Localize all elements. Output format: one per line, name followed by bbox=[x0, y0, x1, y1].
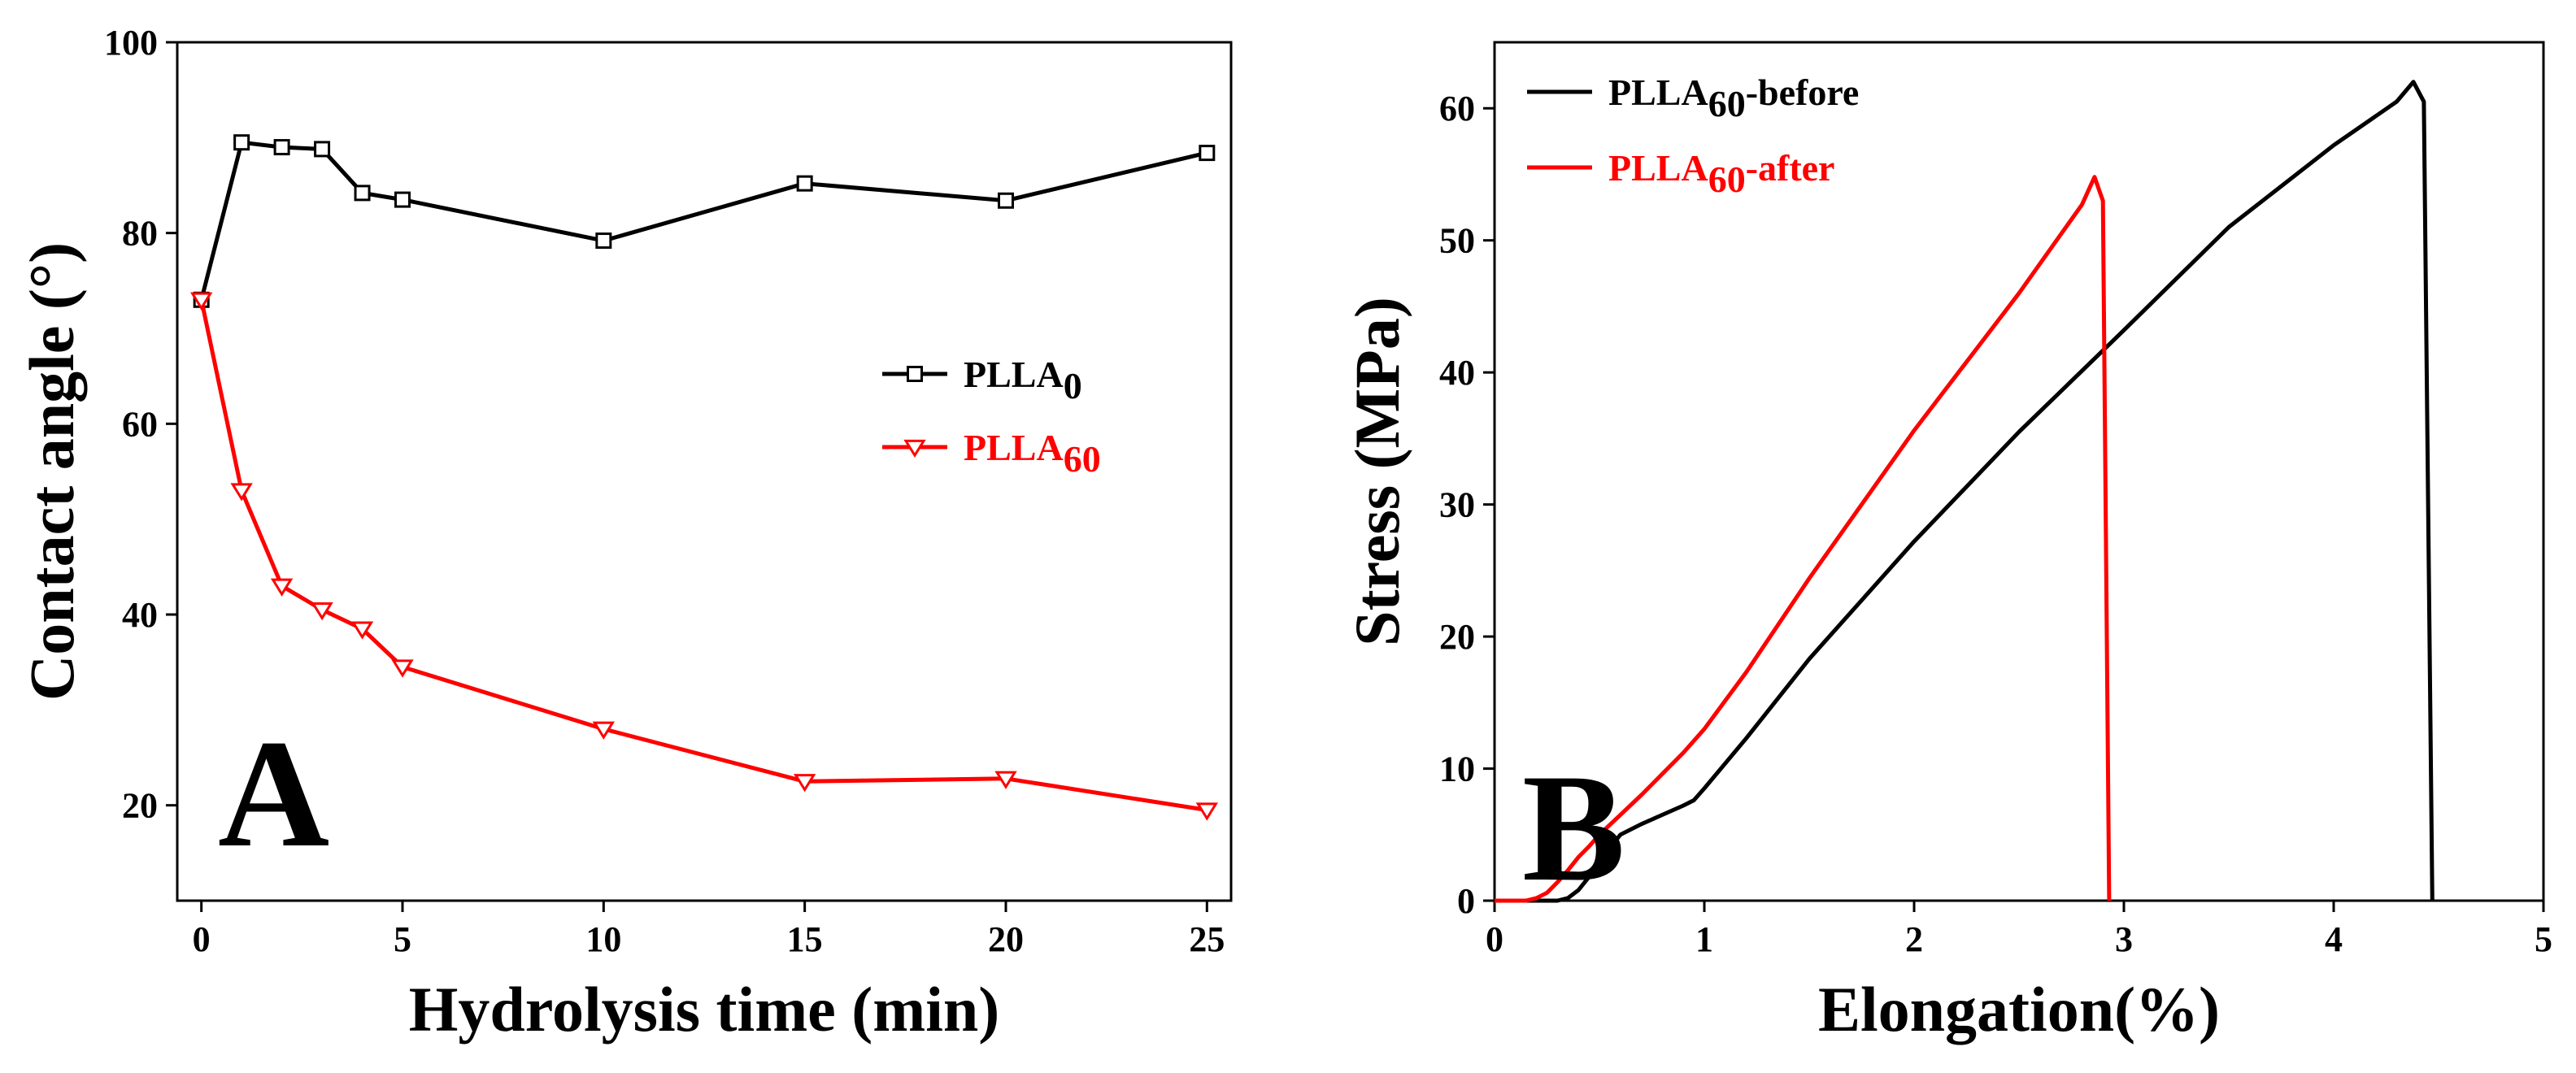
x-axis-title-A: Hydrolysis time (min) bbox=[409, 974, 1000, 1045]
series-point-A-0-5 bbox=[394, 191, 411, 208]
plot-frame-B bbox=[1493, 41, 2545, 902]
series-point-A-1-3 bbox=[311, 602, 333, 621]
y-tick-label-B-2: 20 bbox=[1439, 617, 1475, 657]
y-tick-label-B-1: 10 bbox=[1439, 749, 1475, 789]
y-axis-title-A: Contact angle (°) bbox=[16, 242, 87, 701]
x-axis-title-B: Elongation(%) bbox=[1818, 974, 2220, 1045]
series-point-A-0-4 bbox=[354, 185, 371, 202]
x-tick-label-A-3: 15 bbox=[787, 919, 823, 959]
y-tick-label-B-5: 50 bbox=[1439, 221, 1475, 261]
x-tick-label-A-1: 5 bbox=[394, 919, 411, 959]
series-point-A-1-7 bbox=[793, 774, 816, 793]
y-tick-label-A-4: 100 bbox=[104, 23, 158, 63]
legend-marker-A-0 bbox=[907, 366, 923, 382]
x-tick-label-A-0: 0 bbox=[193, 919, 211, 959]
series-point-A-0-8 bbox=[997, 192, 1014, 209]
series-point-A-0-2 bbox=[273, 139, 290, 156]
x-tick-label-B-2: 2 bbox=[1905, 919, 1923, 959]
legend-marker-A-1 bbox=[903, 439, 926, 458]
x-tick-label-A-4: 20 bbox=[988, 919, 1024, 959]
series-point-A-0-1 bbox=[233, 134, 250, 151]
x-tick-label-A-5: 25 bbox=[1189, 919, 1225, 959]
x-tick-label-B-5: 5 bbox=[2535, 919, 2552, 959]
series-line-B-1 bbox=[1495, 175, 2112, 903]
series-point-A-0-6 bbox=[595, 232, 612, 250]
series-point-A-1-8 bbox=[994, 771, 1017, 789]
series-point-A-1-1 bbox=[230, 483, 253, 502]
y-tick-label-A-1: 40 bbox=[122, 595, 158, 635]
series-line-A-0 bbox=[199, 140, 1208, 301]
series-point-A-0-9 bbox=[1199, 145, 1216, 162]
series-point-A-0-7 bbox=[796, 175, 813, 192]
series-point-A-1-5 bbox=[391, 659, 414, 678]
x-tick-label-B-4: 4 bbox=[2325, 919, 2343, 959]
panel-letter-A: A bbox=[218, 709, 329, 880]
x-tick-label-A-2: 10 bbox=[585, 919, 621, 959]
series-point-A-1-9 bbox=[1195, 802, 1219, 821]
x-tick-label-B-0: 0 bbox=[1486, 919, 1503, 959]
legend-label-A-0: PLLA0 bbox=[964, 354, 1082, 406]
x-tick-label-B-1: 1 bbox=[1695, 919, 1713, 959]
y-tick-label-B-4: 40 bbox=[1439, 353, 1475, 393]
series-line-B-0 bbox=[1495, 80, 2435, 903]
series-point-A-1-4 bbox=[350, 621, 374, 640]
y-tick-label-A-0: 20 bbox=[122, 786, 158, 826]
y-tick-label-A-3: 80 bbox=[122, 214, 158, 254]
legend-label-B-1: PLLA60-after bbox=[1608, 147, 1834, 200]
series-point-A-1-0 bbox=[189, 292, 213, 311]
y-tick-label-B-0: 0 bbox=[1457, 881, 1475, 921]
y-axis-title-B: Stress (MPa) bbox=[1342, 297, 1412, 646]
y-tick-label-A-2: 60 bbox=[122, 404, 158, 444]
series-line-A-1 bbox=[199, 299, 1208, 812]
series-point-A-1-6 bbox=[592, 721, 616, 740]
series-point-A-0-3 bbox=[314, 141, 331, 158]
panel-A: 0 5 10 15 20 25 20 40 60 80 100 Hydrolysis time (mi… bbox=[16, 23, 1233, 1045]
legend-label-A-1: PLLA60 bbox=[964, 427, 1101, 480]
plot-frame-A bbox=[176, 41, 1233, 902]
series-point-A-1-2 bbox=[270, 578, 294, 597]
y-tick-label-B-6: 60 bbox=[1439, 89, 1475, 128]
x-tick-label-B-3: 3 bbox=[2115, 919, 2133, 959]
panel-letter-B: B bbox=[1522, 743, 1625, 914]
y-tick-label-B-3: 30 bbox=[1439, 485, 1475, 525]
legend-label-B-0: PLLA60-before bbox=[1608, 72, 1859, 124]
